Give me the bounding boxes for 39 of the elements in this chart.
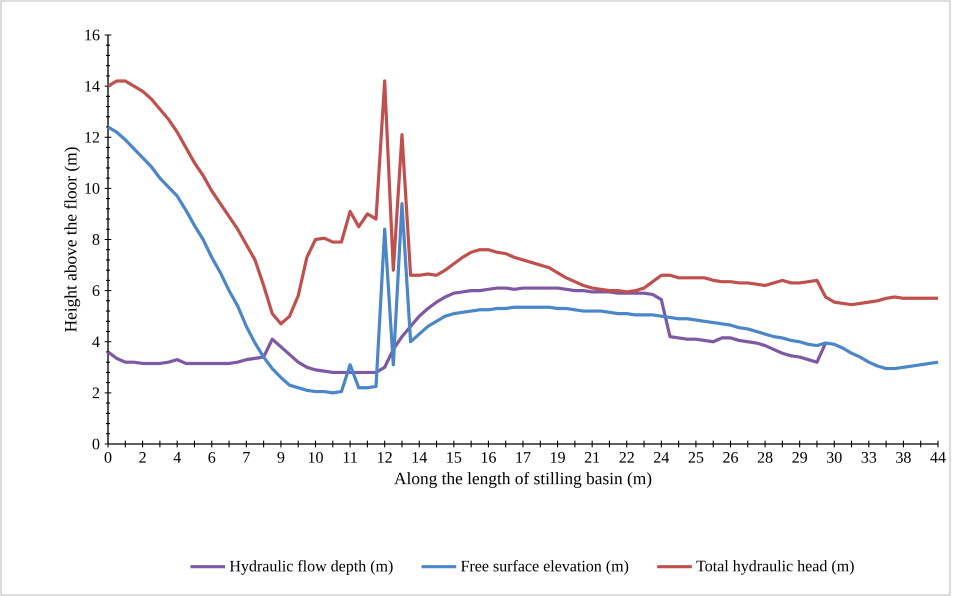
y-tick-label: 10	[85, 182, 100, 194]
x-tick-label: 21	[584, 452, 600, 463]
y-tick-label: 8	[92, 234, 100, 245]
y-tick-label: 14	[85, 80, 100, 92]
y-axis-title: Height above the floor (m)	[64, 147, 80, 332]
y-tick-label: 6	[92, 285, 100, 296]
x-tick-label: 14	[412, 452, 428, 463]
x-tick-label: 4	[173, 452, 181, 463]
legend-label: Free surface elevation (m)	[461, 560, 628, 575]
x-tick-label: 0	[104, 452, 112, 463]
x-axis-title: Along the length of stilling basin (m)	[394, 472, 652, 488]
x-tick-label: 19	[550, 452, 565, 463]
y-tick-label: 0	[92, 438, 100, 450]
x-tick-label: 44	[930, 452, 946, 463]
x-tick-label: 12	[378, 452, 392, 463]
x-tick-label: 25	[688, 452, 704, 463]
x-tick-label: 9	[277, 452, 284, 463]
x-tick-label: 6	[208, 452, 216, 463]
x-tick-label: 10	[308, 452, 323, 463]
x-tick-label: 11	[344, 452, 357, 463]
x-tick-label: 26	[723, 452, 738, 463]
x-tick-label: 38	[896, 452, 911, 463]
x-tick-label: 7	[243, 452, 250, 463]
legend-label: Total hydraulic head (m)	[696, 560, 854, 575]
x-tick-label: 17	[516, 452, 531, 463]
y-tick-label: 4	[92, 336, 100, 348]
y-tick-label: 16	[85, 30, 100, 40]
x-tick-label: 16	[482, 452, 496, 463]
x-tick-label: 30	[827, 452, 842, 463]
y-tick-label: 12	[85, 132, 100, 143]
x-tick-label: 24	[654, 452, 670, 463]
y-tick-label: 2	[92, 388, 100, 398]
x-tick-label: 28	[758, 452, 772, 463]
x-tick-label: 15	[447, 452, 462, 463]
x-tick-label: 29	[792, 452, 808, 463]
legend-label: Hydraulic flow depth (m)	[230, 560, 393, 575]
x-tick-label: 2	[139, 452, 146, 463]
x-tick-label: 22	[619, 452, 634, 463]
x-tick-label: 33	[862, 452, 876, 463]
